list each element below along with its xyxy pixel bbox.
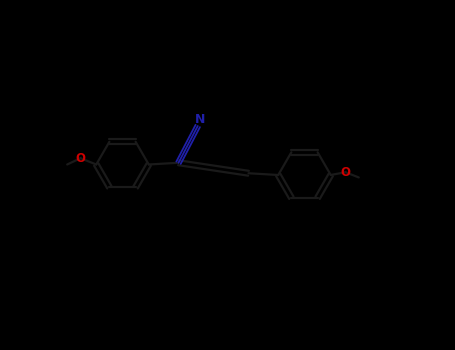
Text: N: N — [195, 113, 206, 126]
Text: O: O — [340, 166, 350, 179]
Text: O: O — [76, 152, 86, 165]
